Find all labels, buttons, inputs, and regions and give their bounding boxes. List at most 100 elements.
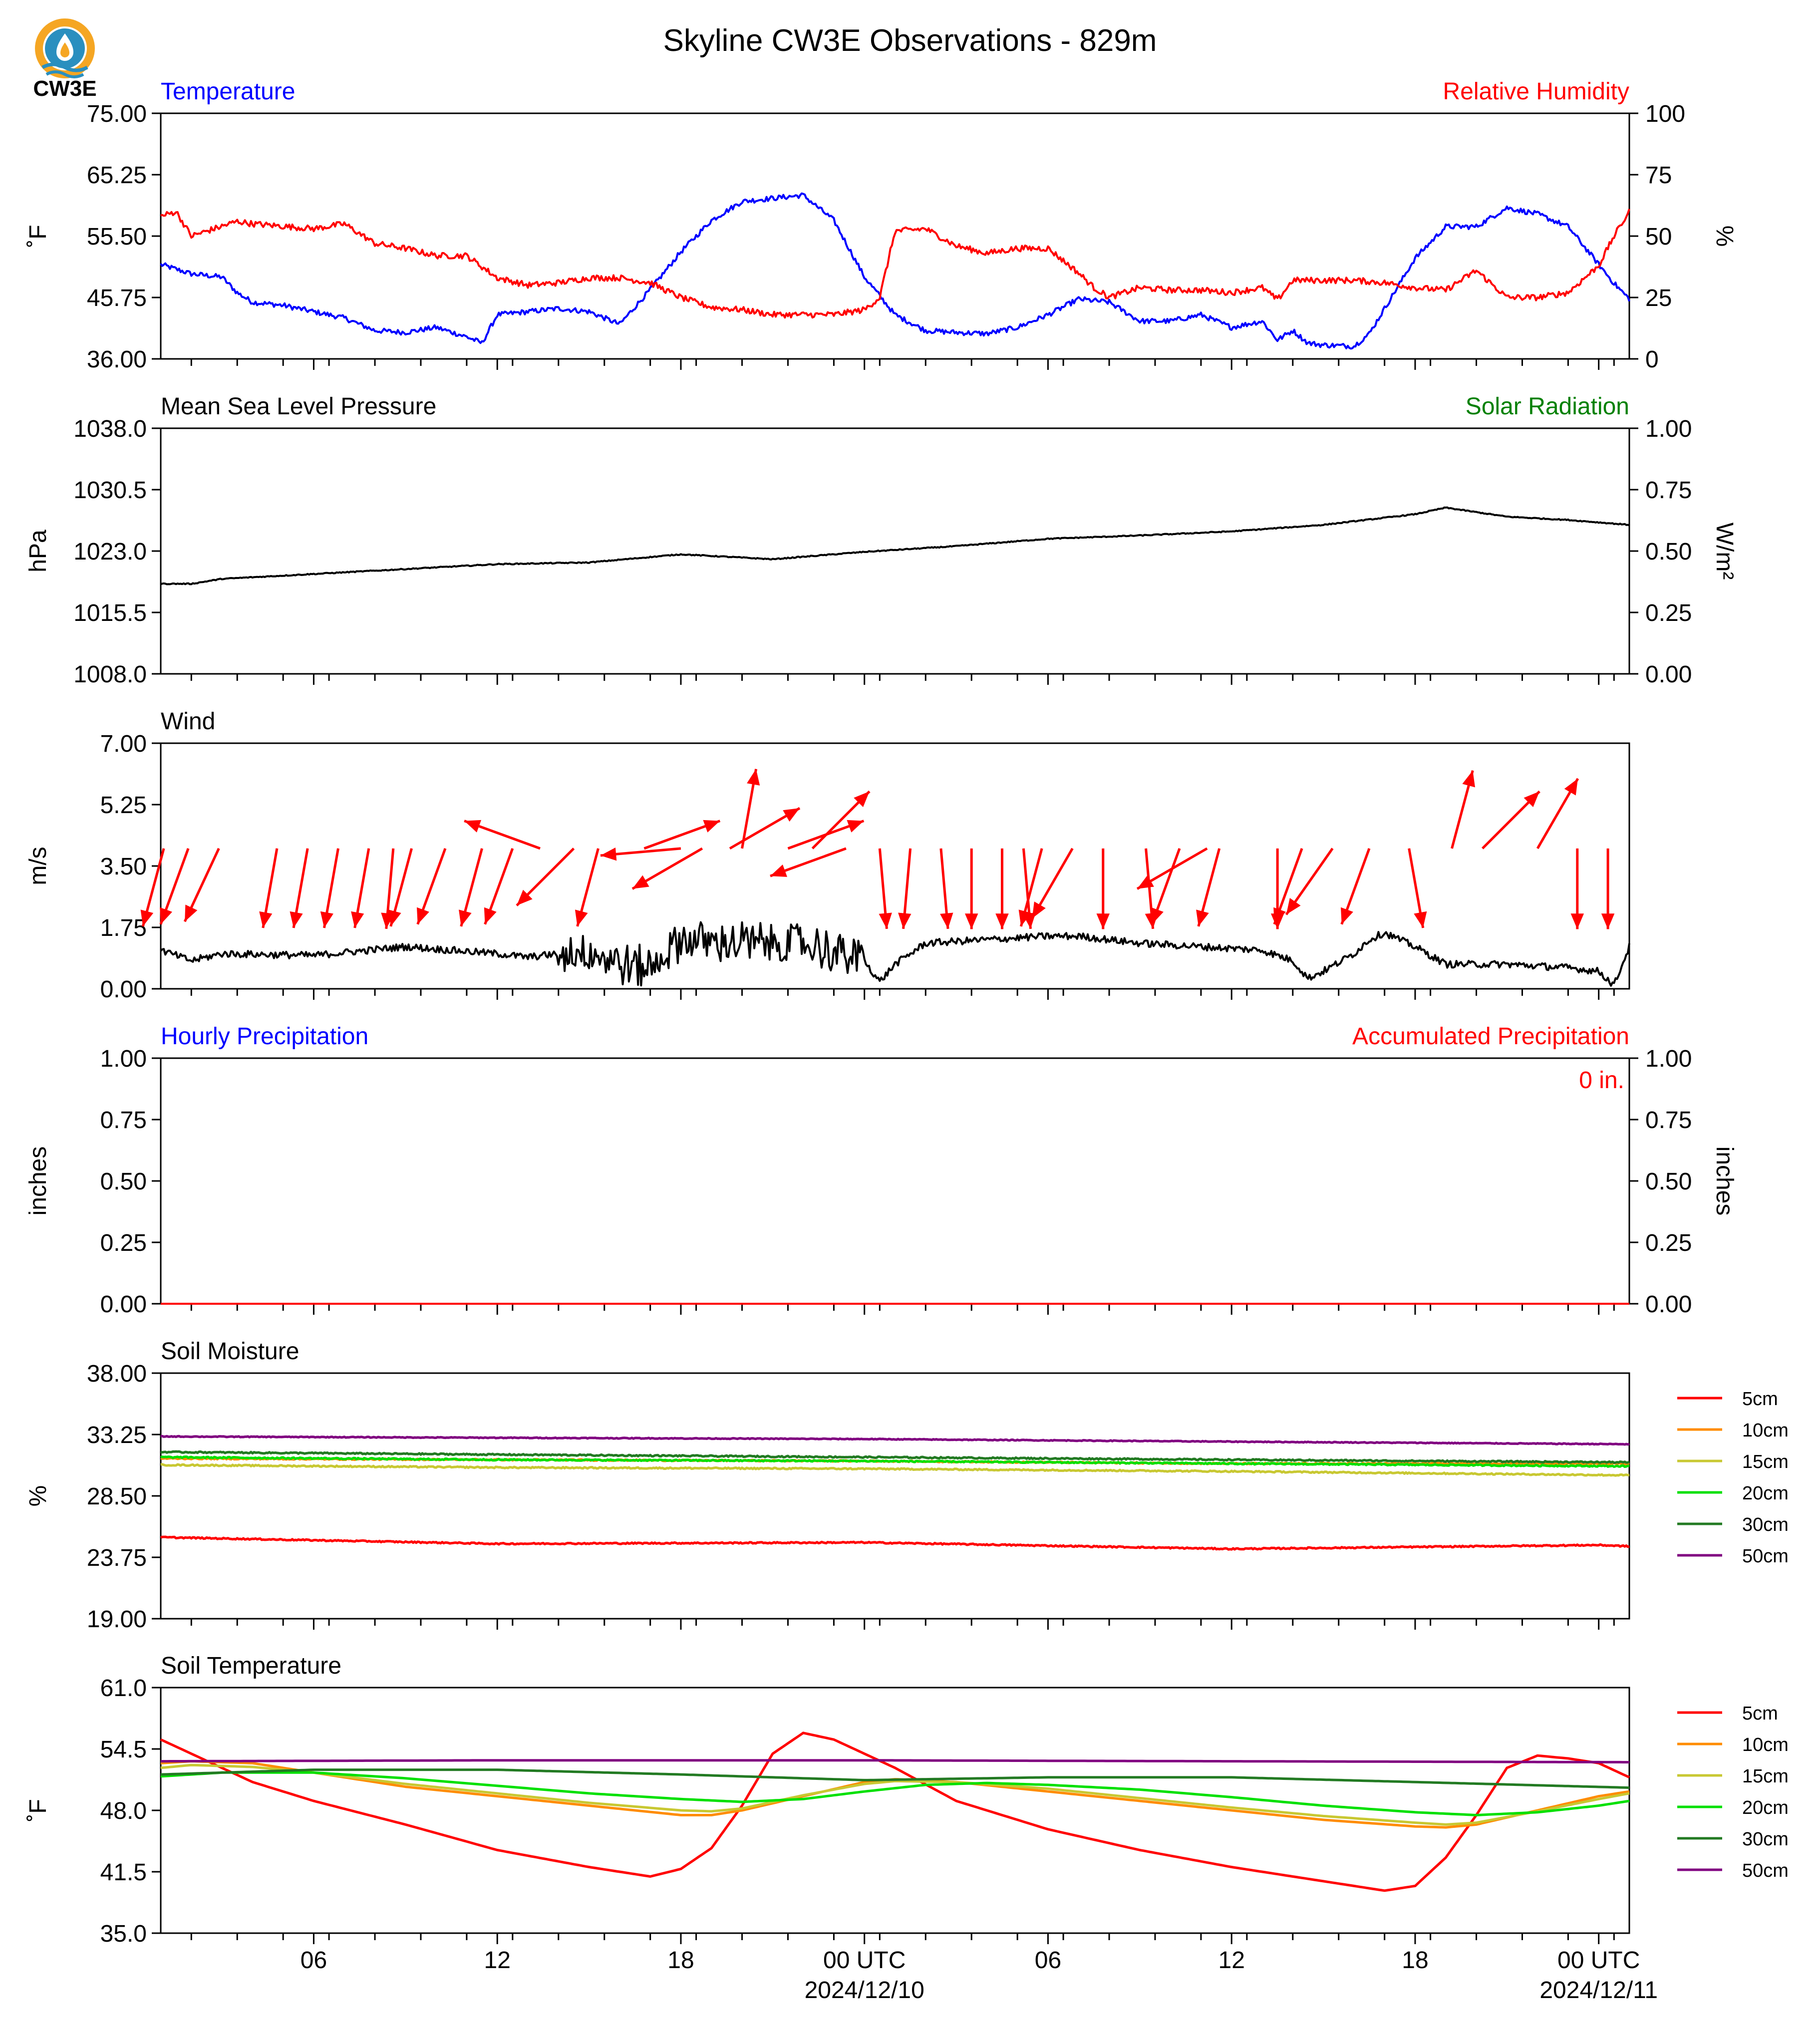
legend-entry: 5cm <box>1677 1389 1778 1410</box>
y-tick-label-right: 75 <box>1645 162 1672 189</box>
series-line-15cm <box>160 1463 1630 1477</box>
y-tick-label: 0.75 <box>100 1107 147 1134</box>
y-tick-label: 1008.0 <box>73 661 147 688</box>
wind-arrow-head <box>1151 907 1164 924</box>
legend-label: 20cm <box>1742 1797 1789 1818</box>
y-tick-label: 48.0 <box>100 1798 147 1824</box>
panel-hourly-precipitation: Hourly Precipitation Accumulated Precipit… <box>25 1023 1738 1318</box>
legend-entry: 30cm <box>1677 1514 1789 1535</box>
wind-arrow-head <box>1570 913 1584 929</box>
legend-label: 50cm <box>1742 1546 1789 1567</box>
series-line-20cm <box>160 1455 1630 1468</box>
wind-arrow-head <box>320 911 333 928</box>
y-tick-label: 0.00 <box>100 976 147 1003</box>
wind-arrow <box>351 848 370 928</box>
y-tick-label-right: 0.00 <box>1645 1291 1692 1318</box>
x-tick-label: 06 <box>301 1947 327 1974</box>
series-line-0 <box>160 506 1630 585</box>
x-tick-label: 12 <box>484 1947 511 1974</box>
wind-arrow-head <box>351 911 364 928</box>
wind-arrow-head <box>517 889 533 906</box>
wind-arrow-head <box>783 808 800 822</box>
wind-arrow <box>1196 848 1221 927</box>
x-tick-label: 06 <box>1035 1947 1061 1974</box>
panel-title-left: Temperature <box>161 78 295 105</box>
y-axis-label: m/s <box>25 847 51 885</box>
y-tick-label: 5.25 <box>100 792 147 819</box>
plot-frame <box>160 1372 1630 1620</box>
accumulated-total-label: 0 in. <box>1579 1067 1624 1094</box>
y-axis-label: ˚F <box>25 225 51 247</box>
wind-arrow-head <box>995 913 1009 929</box>
y-tick-label-right: 0 <box>1645 346 1659 373</box>
x-tick-label: 18 <box>667 1947 694 1974</box>
wind-arrow <box>183 848 220 922</box>
series-line-50cm <box>160 1435 1630 1446</box>
wind-arrow <box>1340 848 1371 925</box>
legend-label: 5cm <box>1742 1389 1778 1410</box>
legend-entry: 50cm <box>1677 1860 1789 1881</box>
wind-arrow-head <box>1564 778 1578 796</box>
y-axis-label: hPa <box>25 530 51 573</box>
y-tick-label-right: 0.25 <box>1645 1230 1692 1256</box>
wind-arrow-head <box>1286 898 1301 915</box>
wind-arrow <box>600 847 681 861</box>
wind-arrow-head <box>575 909 588 927</box>
wind-arrow <box>1536 778 1579 850</box>
wind-arrow-head <box>259 911 273 928</box>
x-tick-label: 00 UTC <box>823 1947 906 1974</box>
series-line-0 <box>160 192 1630 350</box>
legend-entry: 5cm <box>1677 1703 1778 1724</box>
wind-arrow <box>939 848 953 929</box>
wind-arrow <box>1151 848 1181 925</box>
wind-arrow-head <box>464 820 482 833</box>
plot-frame <box>160 1687 1630 1934</box>
legend-entry: 15cm <box>1677 1451 1789 1472</box>
wind-arrow-head <box>600 848 617 861</box>
wind-arrow-head <box>1414 911 1427 928</box>
legend-label: 15cm <box>1742 1766 1789 1787</box>
panel-title-left: Soil Temperature <box>161 1653 341 1679</box>
wind-arrow <box>1451 770 1476 849</box>
y-tick-label: 35.0 <box>100 1921 147 1947</box>
series-line-30cm <box>160 1768 1630 1789</box>
x-tick-label: 12 <box>1218 1947 1245 1974</box>
y-tick-label: 33.25 <box>87 1422 147 1449</box>
panel-mean-sea-level-pressure: Mean Sea Level Pressure Solar Radiation 10… <box>25 393 1738 688</box>
wind-arrow <box>1482 790 1540 850</box>
wind-arrow <box>878 848 892 929</box>
legend-label: 20cm <box>1742 1483 1789 1504</box>
series-line-5cm <box>160 1732 1630 1892</box>
legend-label: 10cm <box>1742 1420 1789 1441</box>
wind-arrow <box>459 848 483 927</box>
wind-arrow <box>1096 848 1110 929</box>
series-line-5cm <box>160 1535 1630 1551</box>
wind-arrow <box>631 847 703 890</box>
wind-arrow <box>575 848 600 927</box>
y-tick-label: 7.00 <box>100 731 147 757</box>
y-tick-label: 1030.5 <box>73 477 147 504</box>
wind-arrow-head <box>1196 909 1209 927</box>
wind-arrow <box>729 807 801 850</box>
y-tick-label: 75.00 <box>87 101 147 127</box>
wind-arrow-head <box>1340 907 1353 924</box>
wind-arrow <box>1408 848 1427 928</box>
y-tick-label-right: 1.00 <box>1645 416 1692 442</box>
y-tick-label: 0.00 <box>100 1291 147 1318</box>
y-tick-label: 0.50 <box>100 1168 147 1195</box>
y-axis-label: ˚F <box>25 1799 51 1821</box>
wind-arrow <box>1570 848 1584 929</box>
y-tick-label: 41.5 <box>100 1859 147 1886</box>
y-tick-label: 1038.0 <box>73 416 147 442</box>
wind-arrow-head <box>632 875 649 889</box>
x-axis-labels: 06 12 18 00 UTC 06 12 18 00 UTC 2024/12/10 2024/1… <box>301 1947 1658 2004</box>
y-tick-label: 45.75 <box>87 285 147 311</box>
legend-label: 30cm <box>1742 1514 1789 1535</box>
wind-arrow <box>484 848 514 925</box>
wind-arrow <box>898 848 912 929</box>
wind-arrow <box>388 848 413 927</box>
series-line-15cm <box>160 1763 1630 1826</box>
y-tick-label: 61.0 <box>100 1675 147 1702</box>
wind-arrow-head <box>854 791 870 808</box>
y-tick-label: 1023.0 <box>73 539 147 565</box>
